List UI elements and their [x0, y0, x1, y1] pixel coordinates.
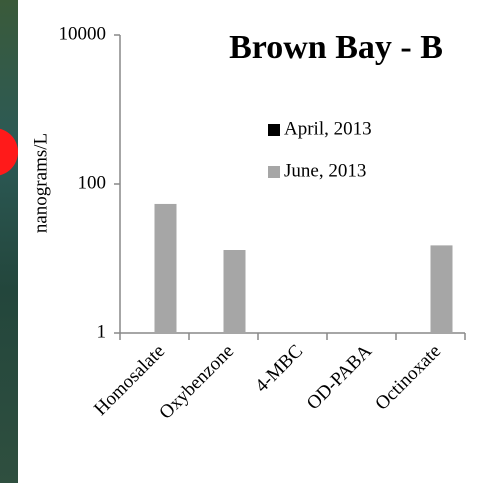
bar — [154, 203, 177, 333]
bar — [430, 245, 453, 333]
legend-swatch — [268, 124, 280, 136]
y-axis-label: nanograms/L — [30, 133, 51, 233]
y-tick-label: 100 — [78, 172, 107, 193]
chart-panel — [18, 0, 491, 483]
y-tick-label: 10000 — [59, 23, 107, 44]
legend-label: April, 2013 — [284, 118, 372, 139]
y-tick-label: 1 — [97, 321, 107, 342]
chart-title: Brown Bay - B — [229, 29, 443, 66]
location-marker — [0, 128, 18, 176]
bar — [223, 250, 246, 333]
legend-swatch — [268, 166, 280, 178]
legend-label: June, 2013 — [284, 160, 366, 181]
